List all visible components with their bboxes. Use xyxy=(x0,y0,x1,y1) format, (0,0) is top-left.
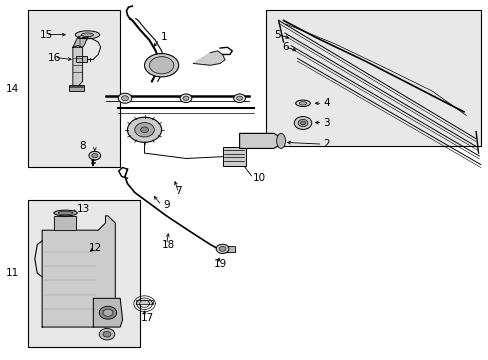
Ellipse shape xyxy=(75,31,100,39)
Text: 11: 11 xyxy=(6,268,20,278)
Bar xyxy=(222,246,234,252)
Circle shape xyxy=(294,117,311,130)
Bar xyxy=(27,200,140,347)
Polygon shape xyxy=(54,216,76,230)
Ellipse shape xyxy=(299,102,306,105)
Circle shape xyxy=(118,93,132,103)
Bar xyxy=(266,10,480,146)
Circle shape xyxy=(92,153,98,158)
Text: 15: 15 xyxy=(40,30,53,40)
Text: 4: 4 xyxy=(323,98,329,108)
Circle shape xyxy=(99,328,115,340)
Text: 14: 14 xyxy=(6,84,20,94)
Text: 3: 3 xyxy=(323,118,329,128)
Text: 12: 12 xyxy=(89,243,102,253)
Bar xyxy=(27,10,120,167)
Ellipse shape xyxy=(54,210,77,216)
Bar xyxy=(222,147,245,166)
Circle shape xyxy=(135,123,154,137)
Circle shape xyxy=(89,151,101,160)
Polygon shape xyxy=(193,51,224,65)
Circle shape xyxy=(122,96,128,101)
Circle shape xyxy=(99,306,117,319)
Circle shape xyxy=(216,244,228,253)
Text: 8: 8 xyxy=(79,141,86,151)
Text: 17: 17 xyxy=(140,313,153,323)
Bar xyxy=(69,85,83,91)
Text: 6: 6 xyxy=(282,42,289,52)
Text: 2: 2 xyxy=(323,139,329,149)
Circle shape xyxy=(103,309,113,316)
Text: 1: 1 xyxy=(161,32,167,41)
Circle shape xyxy=(300,121,305,125)
Polygon shape xyxy=(42,216,115,327)
Circle shape xyxy=(298,120,307,127)
Text: 19: 19 xyxy=(213,259,226,269)
Ellipse shape xyxy=(144,54,178,77)
Circle shape xyxy=(236,96,242,100)
Polygon shape xyxy=(73,35,87,47)
Circle shape xyxy=(141,127,148,133)
Text: 9: 9 xyxy=(163,200,169,210)
Text: 18: 18 xyxy=(162,239,175,249)
Ellipse shape xyxy=(295,100,310,107)
Text: 16: 16 xyxy=(48,53,61,63)
Bar xyxy=(76,56,87,62)
Polygon shape xyxy=(93,298,122,327)
Circle shape xyxy=(127,117,161,142)
Ellipse shape xyxy=(149,57,173,74)
Circle shape xyxy=(233,94,245,103)
Ellipse shape xyxy=(276,134,285,148)
Circle shape xyxy=(103,331,111,337)
Polygon shape xyxy=(73,45,82,87)
Text: 7: 7 xyxy=(175,186,182,196)
Polygon shape xyxy=(239,134,281,148)
Ellipse shape xyxy=(58,211,73,215)
Ellipse shape xyxy=(81,33,93,37)
Text: 10: 10 xyxy=(252,173,265,183)
Circle shape xyxy=(180,94,191,103)
Bar xyxy=(136,300,153,304)
Circle shape xyxy=(183,96,188,100)
Text: 5: 5 xyxy=(274,30,281,40)
Text: 13: 13 xyxy=(77,204,90,214)
Circle shape xyxy=(219,246,225,251)
